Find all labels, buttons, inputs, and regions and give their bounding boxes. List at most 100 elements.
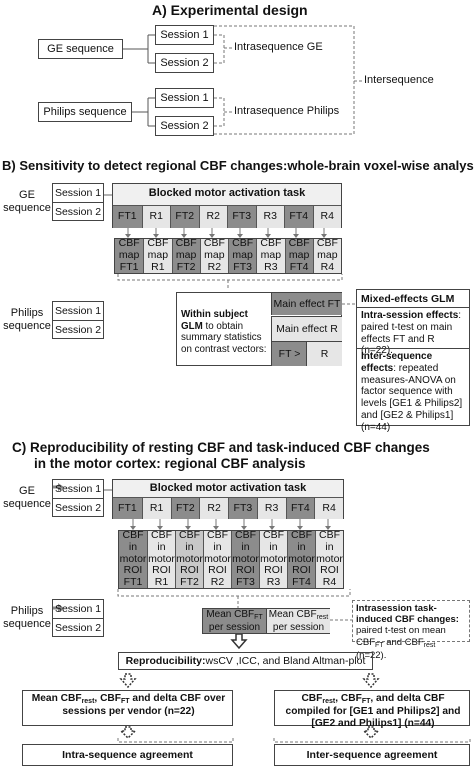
- b-block-r2: R2: [198, 206, 227, 228]
- c-block-ft1: FT1: [113, 498, 142, 519]
- c-roi-r1-l1: CBF in: [151, 529, 172, 553]
- b-philips-line1: Philips: [10, 307, 44, 320]
- b-task-title: Blocked motor activation task: [148, 187, 306, 199]
- b-glm-bold: Within subject GLM: [181, 309, 248, 332]
- c-roi-ft2: CBF in motor ROI FT2: [175, 529, 203, 588]
- c-roi-ft2-l2: motor: [176, 552, 203, 565]
- c-roi-row: CBF in motor ROI FT1 CBF in motor ROI R1 CBF i…: [118, 529, 344, 589]
- b-map-ft3-l2: map: [232, 249, 253, 262]
- c-block-r2: R2: [199, 498, 228, 519]
- c-ro-1: CBF: [301, 693, 323, 704]
- b-block-ft4: FT4: [284, 206, 313, 228]
- c-block-ft4: FT4: [285, 498, 315, 519]
- c-ge-session-1: Session 1: [53, 480, 103, 499]
- c-mean-rest-main: Mean CBF: [268, 609, 317, 620]
- ge-session-1-box: Session 1: [155, 25, 214, 45]
- b-block-ft1: FT1: [113, 206, 142, 228]
- c-roi-r1: CBF in motor ROI R1: [147, 529, 175, 588]
- b-mixed-title: Mixed-effects GLM: [361, 293, 455, 305]
- c-roi-r4-l4: R4: [322, 576, 337, 589]
- b-map-ft1-l3: FT1: [119, 260, 139, 273]
- intersequence-label: Intersequence: [364, 74, 434, 86]
- c-roi-r4-l1: CBF in: [319, 529, 340, 553]
- b-ge-sequence-label: GE sequence: [2, 182, 52, 222]
- c-ge-line1: GE: [19, 485, 35, 498]
- c-roi-r2-l2: motor: [204, 552, 231, 565]
- c-intrasession-t2: and CBF: [383, 636, 424, 648]
- c-roi-ft3-l3: ROI: [236, 564, 255, 577]
- c-roi-r1-l3: ROI: [152, 564, 171, 577]
- philips-session-2-box: Session 2: [155, 116, 214, 136]
- c-philips-line2: sequence: [3, 618, 51, 630]
- intrasequence-ge-label: Intrasequence GE: [234, 41, 323, 53]
- c-block-r3: R3: [256, 498, 286, 519]
- b-map-r3-l1: CBF: [260, 237, 282, 250]
- c-roi-ft3: CBF in motor ROI FT3: [231, 529, 259, 589]
- c-block-r4: R4: [314, 498, 343, 519]
- c-roi-r1-l2: motor: [148, 552, 175, 565]
- b-intra-text: : paired t-test on main effects FT and R…: [361, 310, 462, 357]
- c-roi-ft3-l4: FT3: [236, 576, 255, 589]
- section-b-title: B) Sensitivity to detect regional CBF ch…: [2, 158, 474, 173]
- intrasequence-philips-label: Intrasequence Philips: [234, 105, 340, 117]
- section-c-title-line1: C) Reproducibility of resting CBF and ta…: [12, 440, 430, 455]
- c-intra-agreement-box: Intra-sequence agreement: [22, 744, 233, 766]
- c-repro-bold: Reproducibility:: [125, 655, 206, 667]
- c-roi-r2-l4: R2: [210, 576, 225, 589]
- b-map-r4: CBF map R4: [312, 238, 341, 273]
- b-map-r2: CBF map R2: [199, 238, 228, 273]
- b-inter-bold: Inter-sequence effects: [361, 351, 433, 374]
- c-intra-output-text: Mean CBFrest, CBFFT and delta CBF over s…: [27, 693, 230, 718]
- c-mean-ft-main: Mean CBF: [206, 609, 255, 620]
- b-ge-line1: GE: [19, 189, 35, 202]
- ge-sequence-box: GE sequence: [38, 39, 123, 59]
- b-map-r2-l2: map: [204, 249, 225, 262]
- c-roi-r2-l3: ROI: [208, 564, 227, 577]
- c-roi-r3-l4: R3: [266, 576, 281, 589]
- b-main-effect-ft: Main effect FT: [271, 293, 342, 315]
- b-map-ft3-l1: CBF: [232, 237, 254, 250]
- c-inter-output-box: CBFrest, CBFFT, and delta CBF compiled f…: [274, 690, 470, 730]
- b-glm-rest: to obtain summary statistics on contrast…: [181, 320, 267, 355]
- c-roi-r2-l1: CBF in: [207, 529, 228, 553]
- b-map-r4-l2: map: [317, 249, 338, 262]
- b-ge-line2: sequence: [3, 202, 51, 214]
- ge-session-2-box: Session 2: [155, 53, 214, 73]
- b-block-ft2: FT2: [170, 206, 199, 228]
- c-roi-r3-l2: motor: [260, 552, 287, 565]
- c-roi-ft4-l3: ROI: [292, 564, 311, 577]
- b-mixed-effects-box: Mixed-effects GLM Intra-session effects:…: [356, 289, 470, 433]
- c-task-box: Blocked motor activation task FT1 R1 FT2…: [112, 479, 344, 519]
- c-ge-session-2: Session 2: [54, 502, 102, 514]
- c-roi-ft4-l2: motor: [288, 552, 315, 565]
- c-roi-ft1-l4: FT1: [123, 576, 143, 589]
- b-map-r4-l3: R4: [320, 260, 335, 273]
- c-philips-line1: Philips: [10, 605, 44, 618]
- c-intrasession-title: Intrasession task-induced CBF changes:: [356, 603, 459, 626]
- b-map-r1: CBF map R1: [143, 238, 172, 273]
- c-lo-s2: FT: [121, 698, 130, 705]
- c-roi-r4: CBF in motor ROI R4: [315, 529, 343, 589]
- c-roi-ft2-l1: CBF in: [179, 529, 200, 553]
- c-lo-s1: rest: [81, 698, 95, 705]
- b-map-ft2: CBF map FT2: [171, 238, 200, 273]
- c-roi-r2: CBF in motor ROI R2: [203, 529, 231, 589]
- b-philips-sessions: Session 1 Session 2: [52, 301, 104, 339]
- b-philips-sequence-label: Philips sequence: [2, 300, 52, 340]
- c-philips-session-2: Session 2: [54, 622, 102, 634]
- c-intra-output-box: Mean CBFrest, CBFFT and delta CBF over s…: [22, 690, 233, 726]
- c-blocks-row: FT1 R1 FT2 R2 FT3 R3 FT4 R4: [113, 497, 343, 519]
- c-ro-3: , and delta CBF compiled for [GE1 and Ph…: [285, 693, 461, 730]
- c-block-ft2: FT2: [170, 498, 200, 519]
- b-map-ft1: CBF map FT1: [115, 238, 144, 273]
- c-ge-line2: sequence: [3, 498, 51, 510]
- philips-sequence-box: Philips sequence: [38, 102, 132, 122]
- b-ge-sessions: Session 1 Session 2: [52, 183, 104, 221]
- b-map-ft2-l3: FT2: [176, 260, 196, 273]
- b-inter-text: : repeated measures-ANOVA on factor sequ…: [361, 362, 463, 433]
- c-reproducibility-box: Reproducibility: wsCV ,ICC, and Bland Al…: [118, 652, 373, 670]
- c-intrasession-t1: paired t-test on mean CBF: [356, 625, 446, 648]
- c-mean-cbf-box: Mean CBFFT per session Mean CBFrest per …: [202, 608, 330, 634]
- b-task-box: Blocked motor activation task FT1 R1 FT2…: [112, 183, 342, 228]
